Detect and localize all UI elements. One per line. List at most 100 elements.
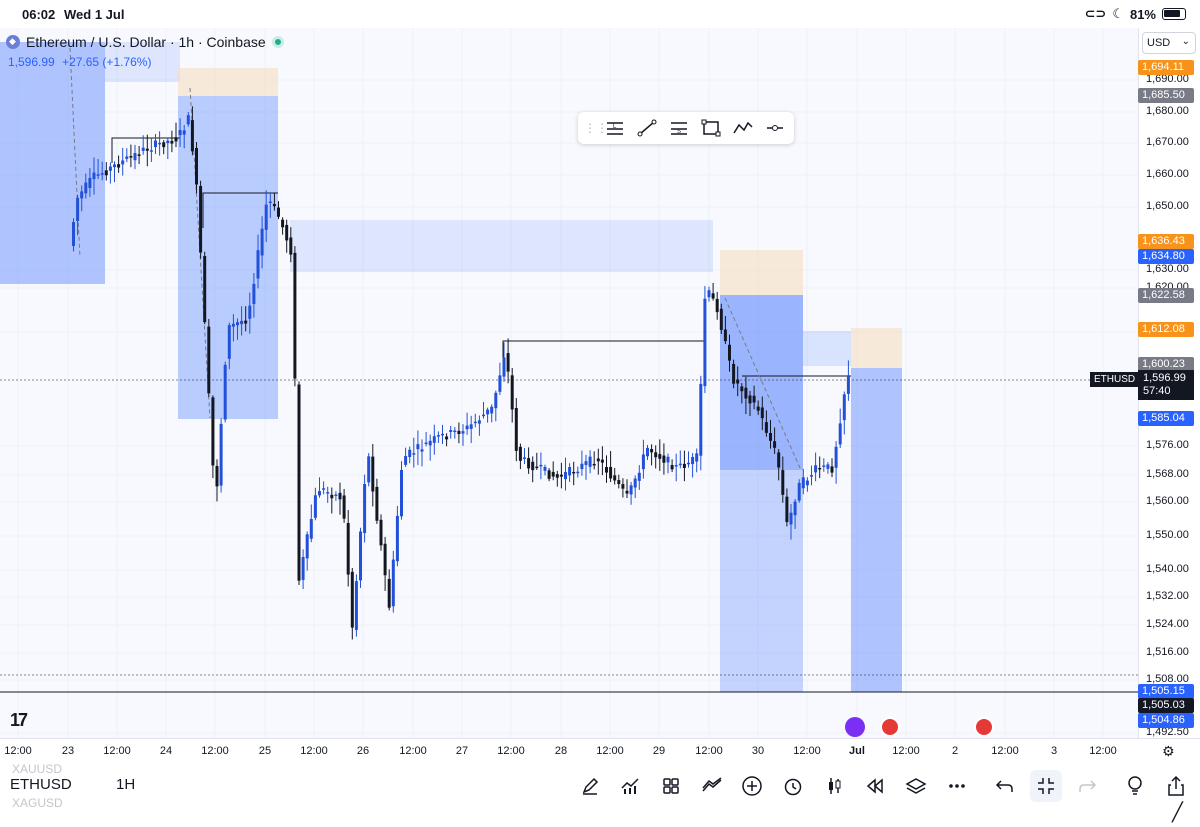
trend-line-icon[interactable] (636, 117, 658, 139)
time-axis-label: 12:00 (892, 745, 920, 757)
price-chart[interactable] (0, 28, 1138, 738)
price-axis-label: 1,650.00 (1146, 200, 1189, 212)
candle-body (637, 472, 641, 481)
path-icon[interactable] (732, 117, 754, 139)
us-flag-event-icon[interactable] (974, 717, 994, 737)
rectangle-icon[interactable] (700, 117, 722, 139)
currency-select[interactable]: USD ⌄ (1142, 32, 1196, 54)
candle-body (564, 471, 567, 480)
replay-icon[interactable] (859, 770, 891, 802)
short-position-icon[interactable]: S (668, 117, 690, 139)
price-tag: 1,636.43 (1138, 234, 1194, 249)
candle-body (424, 442, 428, 445)
price-axis-label: 1,560.00 (1146, 495, 1189, 507)
candle-body (404, 456, 408, 465)
candle-body (773, 441, 777, 448)
legend-title[interactable]: Ethereum / U.S. Dollar · 1h · Coinbase (26, 34, 266, 50)
candle-body (117, 164, 121, 168)
lightning-event-icon[interactable] (845, 717, 865, 737)
candle-body (227, 325, 231, 359)
time-axis-label: 12:00 (201, 745, 229, 757)
gear-icon[interactable]: ⚙ (1162, 743, 1175, 759)
add-icon[interactable] (736, 770, 768, 802)
battery-icon (1162, 8, 1186, 20)
candle-body (334, 494, 338, 497)
candle-body (797, 482, 801, 501)
candle-body (195, 147, 198, 185)
pencil-icon[interactable] (574, 770, 606, 802)
indicators-icon[interactable] (614, 770, 646, 802)
legend-change: +27.65 (+1.76%) (62, 55, 152, 69)
chart-pane[interactable] (0, 28, 1138, 738)
candle-body (190, 120, 194, 152)
battery-percent: 81% (1129, 6, 1156, 22)
more-icon[interactable] (941, 770, 973, 802)
prev-symbol[interactable]: XAUUSD (12, 762, 63, 776)
price-axis-label: 1,550.00 (1146, 529, 1189, 541)
position-zone (803, 331, 851, 366)
candle-body (387, 578, 391, 608)
ethereum-icon (6, 35, 20, 49)
candle-body (502, 357, 506, 377)
candle-body (514, 408, 518, 451)
candle-body (838, 423, 842, 445)
candle-body (293, 252, 297, 379)
symbol-button[interactable]: ETHUSD (10, 776, 72, 793)
candle-body (170, 140, 174, 144)
symbol-legend[interactable]: Ethereum / U.S. Dollar · 1h · Coinbase (6, 34, 284, 50)
candle-body (154, 140, 157, 148)
candle-body (88, 177, 92, 189)
drawing-toolbar[interactable]: ⋮⋮ L S (578, 112, 794, 144)
candle-body (703, 298, 707, 387)
candle-body (715, 298, 719, 313)
candle-body (268, 201, 272, 204)
candle-body (240, 320, 244, 325)
candle-body (740, 386, 744, 392)
horizontal-ray-icon[interactable] (764, 117, 786, 139)
us-flag-event-icon[interactable] (880, 717, 900, 737)
price-axis-label: 1,524.00 (1146, 618, 1189, 630)
share-icon[interactable] (1160, 770, 1192, 802)
layout-grid-icon[interactable] (655, 770, 687, 802)
time-axis-label: 29 (652, 745, 666, 757)
trend-line (189, 87, 211, 419)
candle-body (436, 435, 440, 437)
candle-body (121, 160, 125, 165)
time-axis[interactable]: 12:00 23 12:00 24 12:00 25 12:00 26 12:00 27 12:00… (0, 738, 1200, 762)
candle-body (236, 322, 239, 326)
next-symbol[interactable]: XAGUSD (12, 796, 63, 810)
candle-body (141, 147, 145, 151)
long-position-icon[interactable]: L (604, 117, 626, 139)
timeframe-button[interactable]: 1H (116, 776, 136, 793)
drag-handle-icon[interactable]: ⋮⋮ (584, 121, 608, 135)
compare-icon[interactable] (696, 770, 728, 802)
time-axis-label: 2 (951, 745, 959, 757)
candle-body (769, 432, 772, 441)
price-axis-label: 1,680.00 (1146, 105, 1189, 117)
candle-body (658, 454, 662, 459)
candle-body (104, 170, 108, 176)
currency-label: USD (1147, 37, 1171, 49)
undo-icon[interactable] (989, 770, 1021, 802)
position-zone (851, 328, 902, 368)
tradingview-logo[interactable]: 17 (10, 710, 28, 730)
candle-body (535, 466, 539, 469)
layers-icon[interactable] (900, 770, 932, 802)
candles-icon[interactable] (818, 770, 850, 802)
candle-body (633, 478, 637, 488)
exit-fullscreen-icon[interactable] (1030, 770, 1062, 802)
candle-body (523, 457, 526, 459)
candle-body (613, 475, 617, 481)
price-axis-label: 1,516.00 (1146, 646, 1189, 658)
candle-body (133, 153, 137, 161)
alarm-clock-icon[interactable] (777, 770, 809, 802)
legend-price: 1,596.99 (8, 55, 55, 69)
lightbulb-icon[interactable] (1119, 770, 1151, 802)
bottom-toolbar: XAUUSD ETHUSD XAGUSD 1H ╱ (0, 762, 1200, 827)
status-right: ⊂⊃ ☾ 81% (1085, 6, 1186, 22)
time-axis-label: 25 (258, 745, 272, 757)
position-zone (720, 470, 803, 692)
candle-body (728, 344, 731, 361)
redo-icon[interactable] (1071, 770, 1103, 802)
candle-body (559, 474, 563, 477)
